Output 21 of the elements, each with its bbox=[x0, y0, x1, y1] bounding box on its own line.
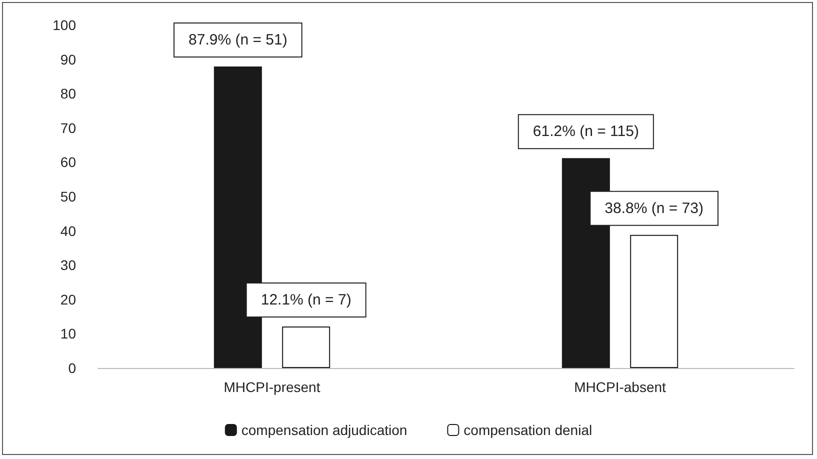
y-tick-label: 90 bbox=[60, 51, 76, 68]
data-label: 87.9% (n = 51) bbox=[188, 32, 288, 49]
legend-label: compensation adjudication bbox=[241, 422, 408, 438]
y-tick-label: 50 bbox=[60, 188, 76, 204]
data-label: 12.1% (n = 7) bbox=[260, 291, 352, 308]
x-tick-label: MHCPI-absent bbox=[574, 379, 666, 395]
y-tick-label: 60 bbox=[60, 154, 76, 170]
y-tick-label: 40 bbox=[60, 222, 76, 239]
y-tick-label: 80 bbox=[60, 86, 76, 102]
y-tick-label: 10 bbox=[60, 326, 76, 342]
y-tick-label: 20 bbox=[60, 291, 76, 308]
y-tick-label: 0 bbox=[68, 360, 76, 376]
data-label: 38.8% (n = 73) bbox=[604, 200, 704, 217]
bar bbox=[630, 234, 678, 368]
x-tick-label: MHCPI-present bbox=[224, 379, 320, 395]
data-label: 61.2% (n = 115) bbox=[532, 123, 639, 140]
y-tick-label: 100 bbox=[52, 17, 76, 33]
bar bbox=[282, 326, 330, 368]
y-tick-label: 70 bbox=[60, 120, 76, 136]
legend-label: compensation denial bbox=[464, 422, 592, 438]
y-tick-label: 30 bbox=[60, 257, 76, 274]
